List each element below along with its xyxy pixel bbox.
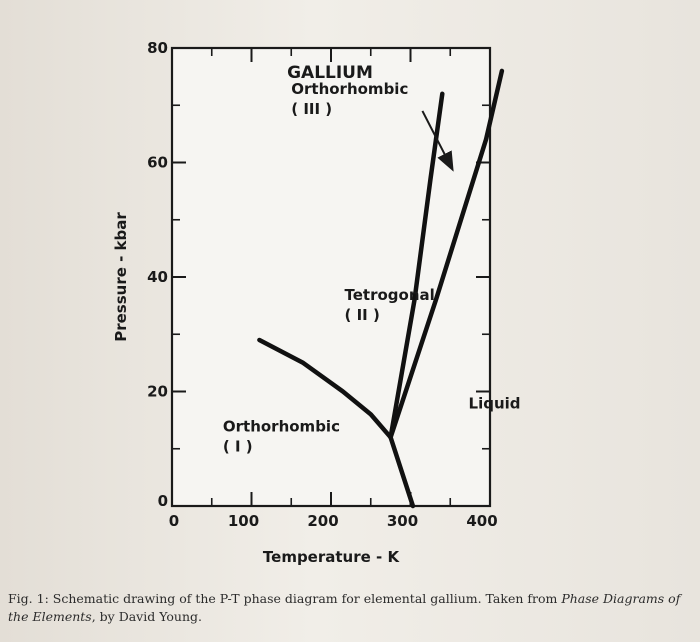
y-axis-label: Pressure - kbar (112, 212, 130, 342)
phase-boundary-line-2 (257, 337, 393, 440)
phase-label: Orthorhombic (223, 418, 340, 436)
y-tick-label: 60 (147, 154, 168, 172)
x-tick-label: 200 (307, 512, 338, 530)
tick-labels: 0 100 200 300 400 0 20 40 60 80 (147, 39, 498, 530)
phase-label: Liquid (469, 395, 521, 413)
x-tick-label: 400 (466, 512, 497, 530)
y-tick-label: 20 (147, 383, 168, 401)
figure-caption: Fig. 1: Schematic drawing of the P-T pha… (8, 590, 688, 626)
pointer-arrow (421, 110, 454, 172)
phase-boundary-line-1 (388, 435, 416, 509)
phase-labels: Orthorhombic ( III ) Tetrogonal ( II ) Ortho… (223, 80, 521, 456)
phase-label: ( III ) (291, 100, 332, 118)
y-tick-label: 40 (147, 268, 168, 286)
phase-label: Orthorhombic (291, 80, 408, 98)
phase-boundary-line-4 (388, 68, 505, 440)
chart-title: GALLIUM (287, 63, 373, 83)
x-tick-label: 300 (387, 512, 418, 530)
x-tick-label: 100 (228, 512, 259, 530)
caption-text: Fig. 1: Schematic drawing of the P-T pha… (8, 591, 562, 606)
x-axis-label: Temperature - K (263, 548, 401, 566)
phase-diagram: 0 100 200 300 400 0 20 40 60 80 Orthorhombic ( III… (112, 39, 521, 566)
caption-author: , by David Young. (91, 609, 202, 624)
y-tick-label: 0 (158, 492, 168, 510)
x-tick-label: 0 (169, 512, 179, 530)
phase-label: ( I ) (223, 438, 253, 456)
y-tick-label: 80 (147, 39, 168, 57)
phase-label: Tetrogonal (345, 286, 435, 304)
caption-source-title: Phase Diagrams of the Elements (8, 591, 681, 624)
phase-label: ( II ) (345, 306, 380, 324)
